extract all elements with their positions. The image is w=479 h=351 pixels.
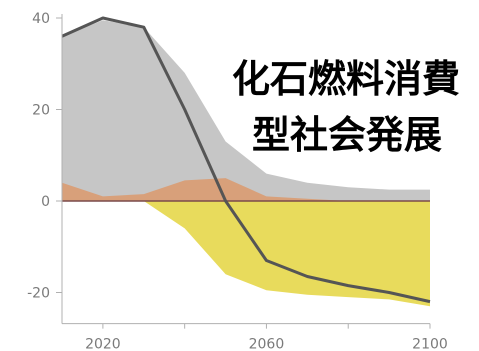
y-tick-label: -20: [27, 286, 50, 302]
chart-title-line-2: 型社会発展: [252, 113, 442, 157]
line-series-3: [61, 16, 431, 304]
chart-title: 化石燃料消費 型社会発展: [232, 57, 460, 157]
area-series-2: [62, 201, 430, 307]
area-series-0: [62, 20, 430, 201]
x-tick-label: 2060: [249, 337, 285, 351]
x-tick-label: 2100: [412, 337, 448, 351]
line-series-group: [61, 16, 431, 304]
y-tick-labels: 40 20 0 -20: [27, 11, 50, 302]
x-tick-label: 2020: [85, 337, 121, 351]
area-series-group: [62, 20, 430, 307]
y-tick-label: 0: [41, 194, 50, 210]
y-tick-label: 20: [32, 103, 50, 119]
axes-group: [56, 14, 431, 329]
x-tick-labels: 2020 2060 2100: [85, 337, 448, 351]
chart-title-line-1: 化石燃料消費: [232, 57, 460, 101]
area-series-1: [62, 178, 430, 201]
y-tick-label: 40: [32, 11, 50, 27]
